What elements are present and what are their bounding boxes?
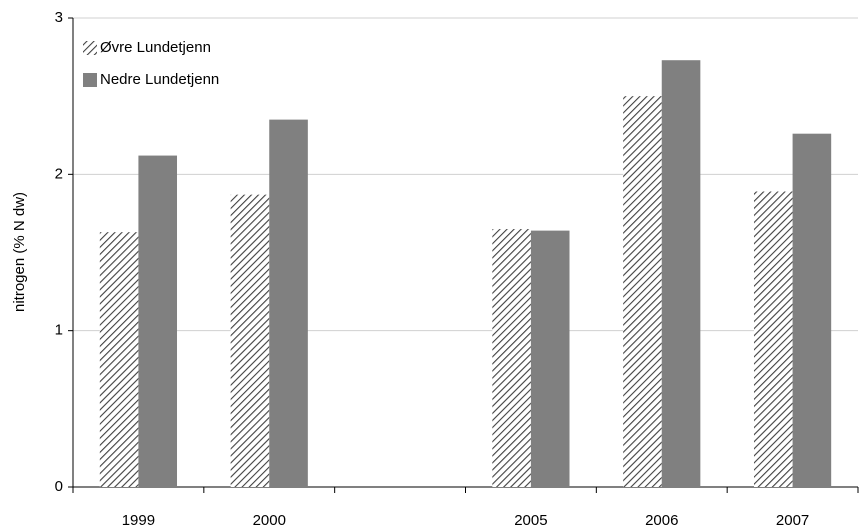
legend-swatch <box>83 73 97 87</box>
y-tick-label: 3 <box>55 9 63 26</box>
y-axis-label: nitrogen (% N dw) <box>11 192 28 312</box>
legend-label: Nedre Lundetjenn <box>100 71 219 88</box>
x-tick-label: 2000 <box>253 512 286 529</box>
y-tick-label: 0 <box>55 478 63 495</box>
y-tick-label: 2 <box>55 165 63 182</box>
legend-swatch <box>83 41 97 55</box>
bar <box>753 191 793 487</box>
bar <box>269 119 308 487</box>
bar <box>792 133 832 488</box>
bar <box>230 194 270 487</box>
y-tick-label: 1 <box>55 322 63 339</box>
bar <box>661 60 701 488</box>
x-tick-label: 2005 <box>514 512 547 529</box>
x-tick-label: 1999 <box>122 512 155 529</box>
bar <box>623 96 662 488</box>
legend-label: Øvre Lundetjenn <box>100 39 211 56</box>
bar <box>492 229 531 488</box>
x-tick-label: 2006 <box>645 512 678 529</box>
x-tick-label: 2007 <box>776 512 809 529</box>
bar <box>138 155 178 487</box>
bar <box>99 232 139 487</box>
bar <box>530 230 570 487</box>
